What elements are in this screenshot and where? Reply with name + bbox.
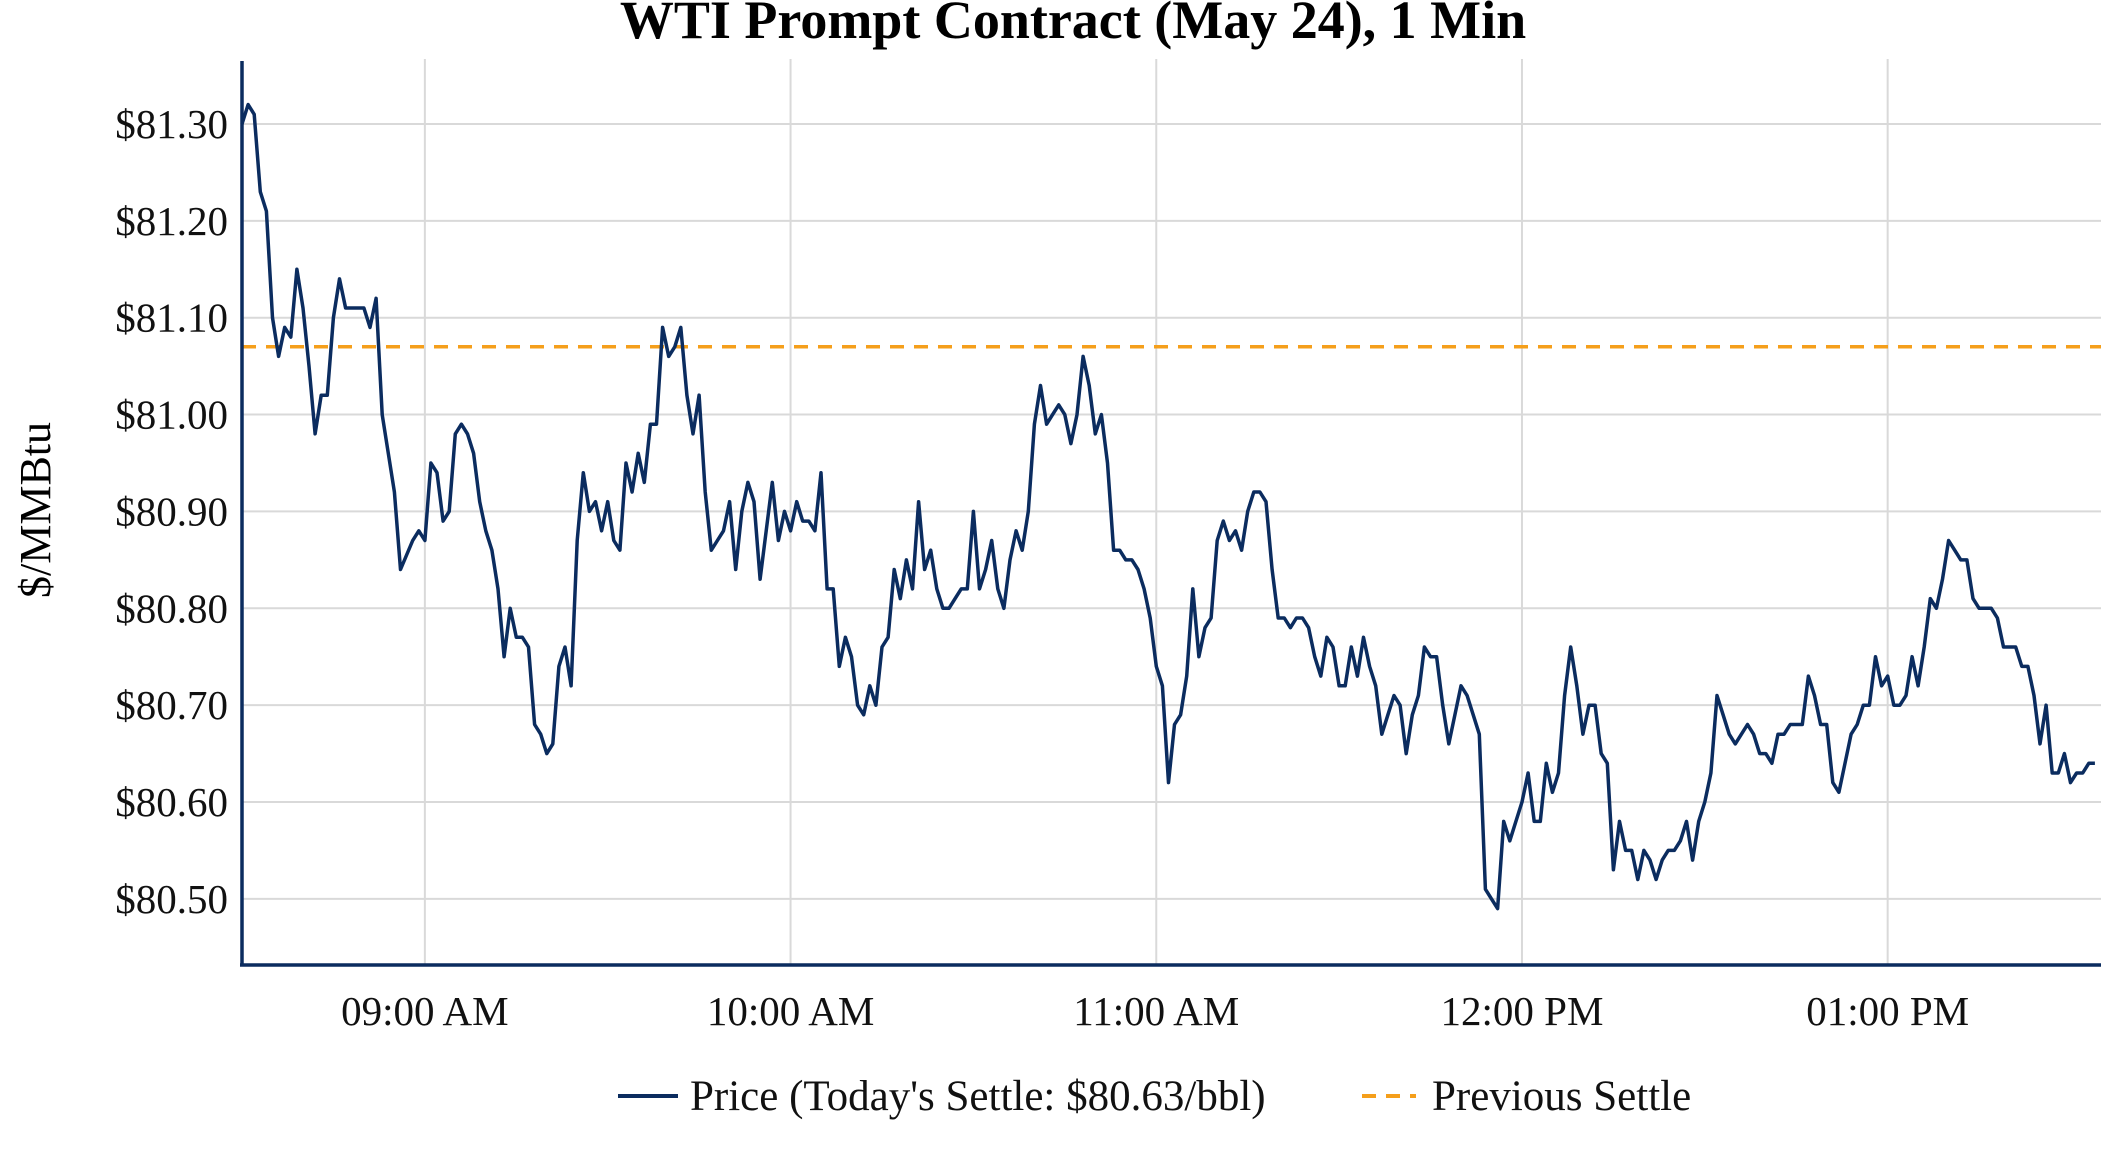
y-tick-label: $81.20 [115,198,228,244]
x-tick-label: 09:00 AM [341,988,508,1034]
legend-previous-settle-label: Previous Settle [1432,1073,1691,1120]
x-tick-label: 01:00 PM [1806,988,1969,1034]
y-tick-label: $80.50 [115,876,228,922]
x-tick-labels: 09:00 AM 10:00 AM 11:00 AM 12:00 PM 01:00 PM [341,988,1969,1034]
x-tick-label: 11:00 AM [1073,988,1239,1034]
y-tick-labels: $81.30 $81.20 $81.10 $81.00 $80.90 $80.80 $80.… [115,101,228,922]
chart-title: WTI Prompt Contract (May 24), 1 Min [620,0,1526,50]
y-tick-label: $81.30 [115,101,228,147]
y-tick-label: $80.60 [115,779,228,825]
x-tick-label: 10:00 AM [707,988,874,1034]
legend: Price (Today's Settle: $80.63/bbl) Previ… [618,1073,1691,1120]
gridlines [242,59,2101,965]
y-tick-label: $80.70 [115,682,228,728]
x-tick-label: 12:00 PM [1441,988,1604,1034]
price-points [241,104,2096,909]
y-tick-label: $81.10 [115,295,228,341]
legend-price-label: Price (Today's Settle: $80.63/bbl) [690,1073,1266,1120]
price-line [240,102,2095,911]
y-tick-label: $80.90 [115,488,228,534]
series-layer [240,102,2101,911]
y-axis-label: $/MMBtu [11,422,60,598]
y-tick-label: $80.80 [115,585,228,631]
y-tick-label: $81.00 [115,392,228,438]
